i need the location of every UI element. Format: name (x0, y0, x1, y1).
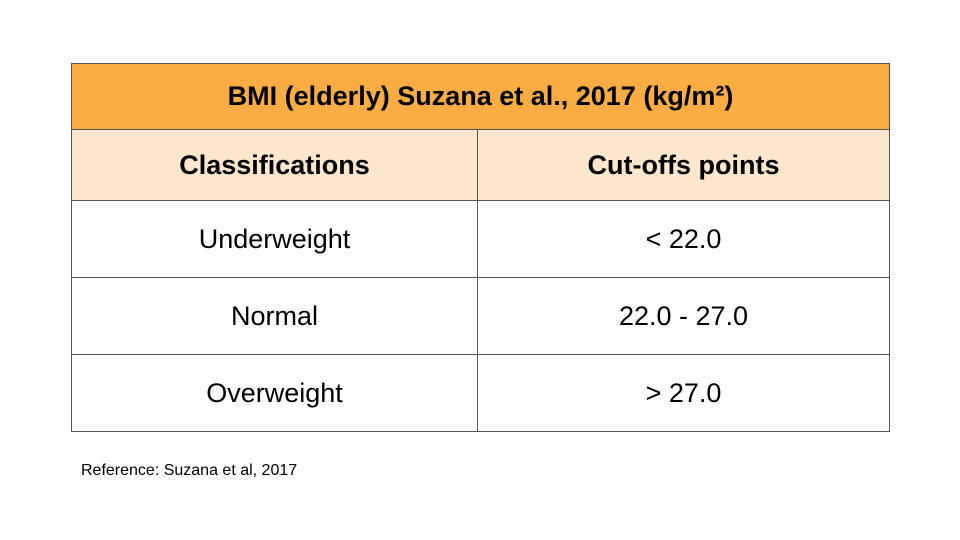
classification-cell: Normal (71, 277, 478, 355)
table-row: Normal 22.0 - 27.0 (71, 277, 890, 355)
table-row: Overweight > 27.0 (71, 354, 890, 432)
cutoff-cell: < 22.0 (477, 200, 890, 278)
table-row: Underweight < 22.0 (71, 200, 890, 278)
reference-note: Reference: Suzana et al, 2017 (81, 462, 298, 479)
classification-cell: Overweight (71, 354, 478, 432)
table-title-row: BMI (elderly) Suzana et al., 2017 (kg/m²… (71, 63, 890, 130)
cutoff-cell: 22.0 - 27.0 (477, 277, 890, 355)
column-header-cutoffs: Cut-offs points (477, 129, 890, 201)
cutoff-cell: > 27.0 (477, 354, 890, 432)
table-header-row: Classifications Cut-offs points (71, 129, 890, 201)
table-title: BMI (elderly) Suzana et al., 2017 (kg/m²… (71, 63, 890, 130)
column-header-classifications: Classifications (71, 129, 478, 201)
classification-cell: Underweight (71, 200, 478, 278)
bmi-classification-table: BMI (elderly) Suzana et al., 2017 (kg/m²… (71, 63, 890, 432)
